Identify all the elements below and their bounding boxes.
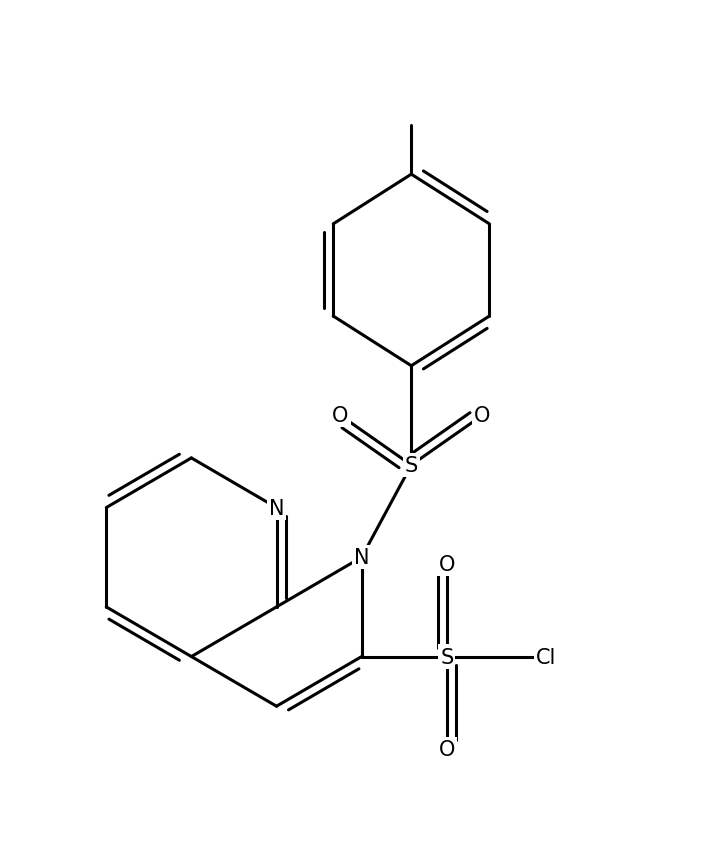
Text: O: O <box>439 554 455 575</box>
Text: N: N <box>354 548 369 567</box>
Text: N: N <box>269 498 284 518</box>
Text: S: S <box>404 456 418 475</box>
Text: O: O <box>332 406 349 426</box>
Text: O: O <box>439 739 455 759</box>
Text: Cl: Cl <box>536 647 556 667</box>
Text: O: O <box>474 406 491 426</box>
Text: S: S <box>440 647 453 667</box>
